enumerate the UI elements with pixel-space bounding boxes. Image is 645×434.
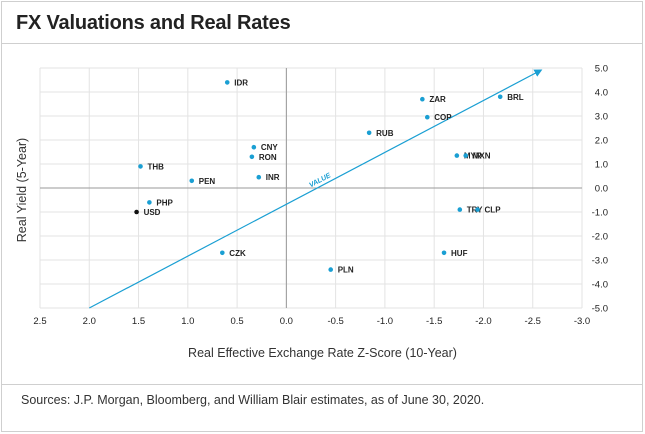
point-marker: [366, 130, 372, 136]
point-label: ZAR: [429, 95, 446, 104]
point-cny: CNY: [251, 143, 279, 152]
point-label: HUF: [451, 249, 468, 258]
point-marker: [220, 250, 225, 256]
point-label: THB: [148, 162, 165, 171]
point-mxn: MXN: [463, 152, 491, 161]
point-marker: [457, 207, 463, 212]
point-cop: COP: [424, 113, 452, 122]
y-tick-label: -4.0: [592, 280, 608, 291]
point-label: CLP: [485, 206, 502, 215]
x-tick-label: -1.5: [426, 316, 442, 327]
point-marker: [256, 174, 262, 180]
point-marker: [497, 94, 503, 100]
point-ron: RON: [249, 153, 277, 162]
point-marker: [224, 80, 230, 85]
x-tick-label: -3.0: [574, 316, 590, 327]
point-rub: RUB: [366, 129, 394, 138]
y-tick-label: 1.0: [595, 160, 608, 171]
point-label: RON: [259, 153, 277, 162]
point-marker: [441, 250, 447, 256]
y-tick-label: -1.0: [592, 208, 608, 219]
point-label: MXN: [473, 152, 491, 161]
point-usd: USD: [134, 208, 161, 217]
point-try: TRY: [457, 206, 483, 215]
y-tick-labels: 5.0 4.0 3.0 2.0 1.0 0.0 -1.0 -2.0 -3.0 -4.0 -5.0: [592, 64, 608, 315]
point-zar: ZAR: [420, 95, 446, 104]
x-tick-label: 1.5: [132, 316, 145, 327]
source-note: Sources: J.P. Morgan, Bloomberg, and Wil…: [21, 393, 485, 407]
point-label: BRL: [507, 93, 524, 102]
point-marker: [420, 96, 425, 102]
point-label: INR: [266, 173, 280, 182]
point-clp: CLP: [475, 206, 501, 215]
point-pen: PEN: [189, 177, 215, 186]
value-trend-arrow: VALUE: [88, 69, 543, 309]
point-huf: HUF: [441, 249, 468, 258]
point-label: CZK: [229, 249, 246, 258]
point-label: PHP: [156, 198, 173, 207]
x-tick-label: 1.0: [181, 316, 194, 327]
x-tick-label: -2.5: [525, 316, 541, 327]
y-tick-label: -3.0: [592, 256, 608, 267]
point-marker: [328, 267, 334, 272]
y-axis-label: Real Yield (5-Year): [15, 137, 29, 243]
point-label: TRY: [467, 206, 483, 215]
y-tick-label: -2.0: [592, 232, 608, 243]
point-marker: [249, 154, 255, 160]
title-divider: [1, 43, 643, 44]
point-marker: [454, 153, 460, 158]
point-marker: [147, 200, 152, 205]
y-tick-label: 4.0: [595, 88, 608, 99]
y-tick-label: 5.0: [595, 64, 608, 75]
page-title: FX Valuations and Real Rates: [16, 12, 291, 34]
point-czk: CZK: [220, 249, 246, 258]
y-tick-label: 0.0: [595, 184, 608, 195]
point-pln: PLN: [328, 266, 354, 275]
point-label: MYR: [464, 152, 482, 161]
point-thb: THB: [138, 162, 164, 171]
point-marker: [475, 207, 480, 212]
point-label: RUB: [376, 129, 394, 138]
point-label: IDR: [234, 78, 248, 87]
point-inr: INR: [256, 173, 280, 182]
source-divider: [1, 384, 643, 385]
x-tick-label: -1.0: [377, 316, 393, 327]
x-tick-label: -2.0: [475, 316, 491, 327]
point-myr: MYR: [454, 152, 482, 161]
point-marker: [251, 144, 257, 150]
point-label: USD: [144, 208, 161, 217]
x-tick-labels: 2.5 2.0 1.5 1.0 0.5 0.0 -0.5 -1.0 -1.5 -2.0 -2.5 -3…: [33, 316, 590, 327]
point-label: PEN: [199, 177, 216, 186]
point-marker: [189, 178, 195, 184]
y-tick-label: -5.0: [592, 304, 608, 315]
x-tick-label: 0.0: [280, 316, 293, 327]
point-marker: [424, 114, 430, 120]
point-label: COP: [434, 113, 452, 122]
point-marker: [138, 164, 143, 169]
y-tick-label: 2.0: [595, 136, 608, 147]
axes: [40, 68, 582, 308]
x-tick-label: 2.5: [33, 316, 46, 327]
point-marker: [463, 153, 469, 158]
x-tick-label: 2.0: [83, 316, 96, 327]
x-axis-label: Real Effective Exchange Rate Z-Score (10…: [188, 346, 457, 360]
y-tick-label: 3.0: [595, 112, 608, 123]
point-brl: BRL: [497, 93, 524, 102]
x-tick-label: 0.5: [230, 316, 243, 327]
value-arrow-line: [88, 69, 543, 309]
point-idr: IDR: [224, 78, 248, 87]
point-label: PLN: [338, 266, 354, 275]
point-php: PHP: [147, 198, 173, 207]
point-marker: [134, 209, 139, 215]
point-label: CNY: [261, 143, 279, 152]
x-tick-label: -0.5: [327, 316, 343, 327]
